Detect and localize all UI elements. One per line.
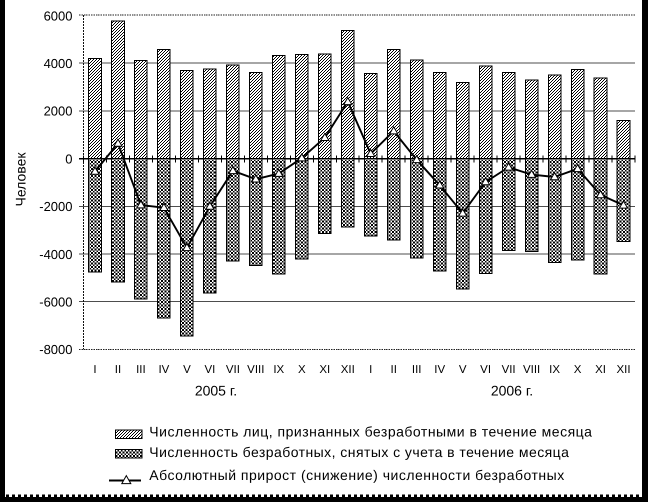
svg-text:VIII: VIII [247,364,264,376]
svg-text:I: I [369,364,372,376]
svg-text:-4000: -4000 [39,247,72,262]
svg-text:II: II [115,364,121,376]
svg-text:III: III [412,364,422,376]
svg-text:X: X [298,364,306,376]
svg-text:XI: XI [595,364,606,376]
svg-text:V: V [459,364,467,376]
svg-text:Численность безработных, сняты: Численность безработных, снятых с учета … [149,444,569,460]
svg-text:IX: IX [273,364,284,376]
svg-text:IX: IX [549,364,560,376]
svg-text:-6000: -6000 [39,295,72,310]
svg-text:IV: IV [434,364,445,376]
svg-text:VI: VI [204,364,215,376]
svg-text:V: V [183,364,191,376]
svg-text:Численность лиц, признанных бе: Численность лиц, признанных безработными… [149,424,592,440]
svg-text:VII: VII [226,364,240,376]
svg-text:XII: XII [616,364,630,376]
svg-text:I: I [93,364,96,376]
svg-text:II: II [391,364,397,376]
svg-text:0: 0 [65,151,72,166]
svg-text:4000: 4000 [44,56,73,71]
svg-text:Абсолютный прирост (снижение): Абсолютный прирост (снижение) численност… [149,467,564,483]
svg-text:VII: VII [502,364,516,376]
svg-text:XI: XI [319,364,330,376]
svg-text:-2000: -2000 [39,199,72,214]
svg-text:2006 г.: 2006 г. [491,383,533,399]
svg-text:VI: VI [480,364,491,376]
svg-text:Человек: Человек [12,152,28,207]
svg-text:III: III [136,364,146,376]
svg-text:VIII: VIII [523,364,540,376]
svg-text:XII: XII [341,364,355,376]
svg-text:-8000: -8000 [39,342,72,357]
svg-text:X: X [574,364,582,376]
svg-text:6000: 6000 [44,8,73,23]
svg-text:IV: IV [158,364,169,376]
svg-text:2005 г.: 2005 г. [195,383,237,399]
svg-text:2000: 2000 [44,104,73,119]
